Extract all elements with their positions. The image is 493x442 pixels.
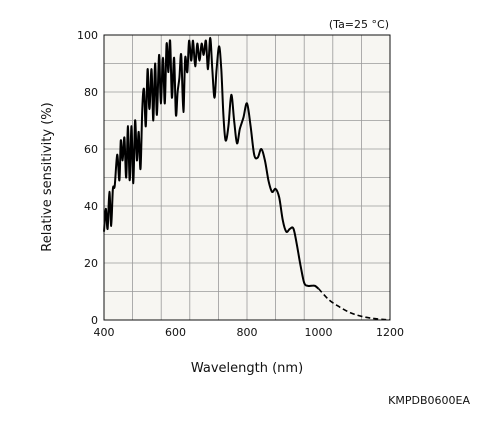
sensitivity-curve-extrapolated — [317, 288, 391, 321]
y-axis-title: Relative sensitivity (%) — [40, 102, 55, 251]
x-tick-label: 1200 — [376, 326, 404, 339]
x-tick-label: 1000 — [305, 326, 333, 339]
x-tick-labels: 400 600 800 1000 1200 — [94, 326, 405, 339]
plot-frame — [103, 34, 391, 321]
x-axis-title: Wavelength (nm) — [191, 361, 303, 376]
x-tick-label: 800 — [237, 326, 258, 339]
data-series — [103, 36, 391, 321]
y-tick-label: 0 — [91, 314, 98, 327]
y-tick-label: 40 — [84, 200, 98, 213]
y-tick-label: 20 — [84, 257, 98, 270]
condition-note: (Ta=25 °C) — [329, 18, 389, 31]
y-tick-label: 60 — [84, 143, 98, 156]
x-tick-label: 600 — [165, 326, 186, 339]
y-tick-labels: 0 20 40 60 80 100 — [77, 29, 98, 327]
x-tick-label: 400 — [94, 326, 115, 339]
y-tick-label: 80 — [84, 86, 98, 99]
figure-code: KMPDB0600EA — [388, 394, 470, 407]
sensitivity-curve — [103, 36, 320, 290]
y-tick-label: 100 — [77, 29, 98, 42]
